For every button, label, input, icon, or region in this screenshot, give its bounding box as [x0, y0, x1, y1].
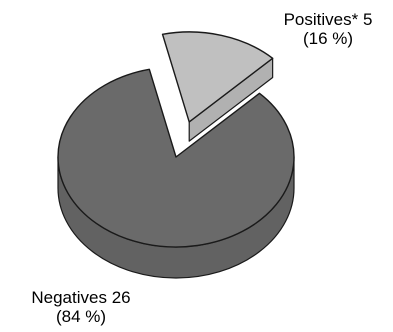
- positives-label-percent: (16 %): [302, 29, 354, 48]
- positives-slice-top: [161, 31, 274, 123]
- positives-slice: [161, 31, 274, 142]
- positives-slice-label: Positives* 5 (16 %): [272, 10, 384, 48]
- positives-label-count: Positives* 5: [283, 10, 373, 29]
- negatives-label-percent: (84 %): [55, 307, 107, 326]
- negatives-slice-top: [57, 68, 295, 248]
- negatives-slice: [57, 68, 295, 279]
- negatives-slice-label: Negatives 26 (84 %): [14, 288, 148, 326]
- negatives-label-count: Negatives 26: [31, 288, 131, 307]
